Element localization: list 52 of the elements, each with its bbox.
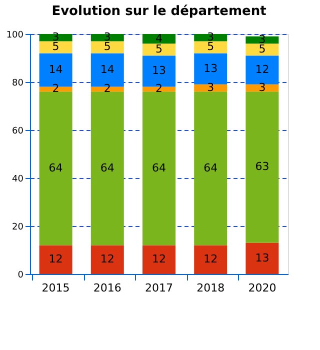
- y-tick-label: 20: [12, 222, 24, 232]
- bar: [90, 41, 124, 54]
- data-label: 64: [48, 161, 63, 174]
- data-label: 3: [207, 81, 214, 94]
- bar: [246, 44, 279, 56]
- y-tick-label: 40: [12, 174, 24, 184]
- bar: [142, 245, 176, 274]
- x-tick-label: 2020: [248, 282, 276, 294]
- data-label: 12: [152, 252, 166, 266]
- data-label: 12: [255, 63, 270, 76]
- bar: [39, 245, 72, 274]
- bar: [194, 245, 228, 274]
- bar: [142, 92, 176, 246]
- bar: [246, 56, 279, 84]
- x-tick-label: 2018: [196, 282, 225, 294]
- data-label: 14: [100, 63, 114, 76]
- bar: [39, 92, 72, 246]
- data-label: 12: [100, 252, 114, 266]
- data-label: 5: [52, 40, 60, 54]
- bar: [194, 53, 228, 84]
- x-tick-label: 2017: [145, 282, 173, 294]
- data-label: 13: [204, 62, 218, 75]
- x-tick-label: 2015: [42, 282, 70, 294]
- bar: [194, 41, 228, 54]
- chart-title: Evolution sur le département: [52, 4, 266, 19]
- bar: [246, 92, 279, 243]
- data-label: 4: [156, 32, 162, 45]
- x-tick-label: 2016: [93, 282, 122, 294]
- bar: [39, 41, 72, 54]
- data-label: 64: [152, 161, 166, 174]
- data-label: 63: [255, 160, 270, 174]
- bar: [90, 92, 124, 246]
- y-tick-label: 0: [18, 270, 24, 280]
- y-tick-label: 80: [12, 78, 24, 88]
- bar: [194, 92, 228, 246]
- data-label: 13: [152, 64, 166, 78]
- y-tick-label: 60: [12, 126, 24, 136]
- data-label: 64: [204, 161, 218, 174]
- data-label: 5: [156, 42, 162, 56]
- bar: [142, 34, 176, 44]
- y-tick-label: 100: [6, 30, 24, 40]
- data-label: 12: [48, 252, 63, 266]
- data-label: 64: [100, 161, 114, 174]
- data-label: 3: [258, 81, 266, 94]
- data-label: 14: [48, 63, 63, 76]
- data-label: 12: [204, 252, 218, 266]
- bar: [246, 242, 279, 274]
- data-label: 5: [104, 40, 111, 54]
- data-label: 13: [255, 251, 270, 264]
- bar: [90, 245, 124, 274]
- bar: [142, 44, 176, 56]
- data-label: 5: [207, 40, 214, 54]
